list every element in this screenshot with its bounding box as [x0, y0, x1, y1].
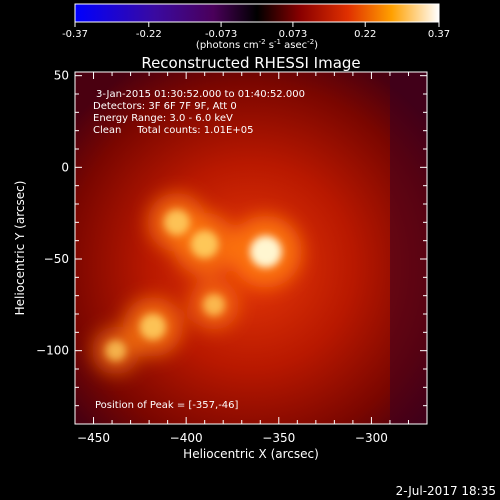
source-core	[163, 209, 190, 236]
source-core	[202, 293, 225, 316]
colorbar-gradient	[74, 3, 440, 23]
annotation-clean: Clean Total counts: 1.01E+05	[93, 125, 253, 136]
annotation-detectors: Detectors: 3F 6F 7F 9F, Att 0	[93, 101, 237, 112]
x-axis-label: Heliocentric X (arcsec)	[183, 447, 319, 461]
footer-date: 2-Jul-2017 18:35	[396, 484, 496, 498]
colorbar-tick-labels: -0.37 -0.22 -0.073 0.073 0.22 0.37	[62, 29, 450, 40]
source-core	[105, 340, 127, 362]
annotations: 3-Jan-2015 01:30:52.000 to 01:40:52.000 …	[93, 89, 305, 411]
colorbar-tick-label: 0.37	[428, 29, 450, 40]
x-tick-label: −400	[170, 431, 203, 445]
colorbar-label: (photons cm-2 s-1 asec-2)	[196, 38, 318, 51]
image-area	[75, 72, 427, 424]
colorbar-tick-label: -0.073	[205, 29, 237, 40]
chart-title: Reconstructed RHESSI Image	[141, 54, 360, 72]
image-dark-edge	[390, 72, 427, 424]
source-core	[139, 313, 167, 341]
colorbar-tick-label: 0.22	[354, 29, 376, 40]
axis-ticks	[75, 72, 428, 425]
y-tick-label: −100	[36, 344, 69, 358]
y-tick-label: 0	[61, 160, 69, 174]
annotation-peak: Position of Peak = [-357,-46]	[95, 400, 239, 411]
x-tick-label: −450	[77, 431, 110, 445]
colorbar-ticks	[74, 22, 440, 27]
source-core	[249, 235, 282, 268]
annotation-time: 3-Jan-2015 01:30:52.000 to 01:40:52.000	[96, 89, 305, 100]
y-axis-label: Heliocentric Y (arcsec)	[13, 181, 27, 316]
colorbar: -0.37 -0.22 -0.073 0.073 0.22 0.37 (photons c…	[62, 3, 450, 51]
colorbar-tick-label: -0.22	[136, 29, 162, 40]
y-tick-label: −50	[44, 252, 69, 266]
source-core	[190, 230, 219, 259]
colorbar-tick-label: -0.37	[62, 29, 88, 40]
y-tick-labels: 50 0 −50 −100	[36, 69, 69, 358]
plot-frame	[74, 71, 428, 425]
x-tick-labels: −450 −400 −350 −300	[77, 431, 388, 445]
colorbar-tick-label: 0.073	[279, 29, 308, 40]
source-cores	[105, 209, 282, 362]
y-tick-label: 50	[54, 69, 69, 83]
annotation-energy: Energy Range: 3.0 - 6.0 keV	[93, 113, 233, 124]
x-tick-label: −350	[262, 431, 295, 445]
x-tick-label: −300	[355, 431, 388, 445]
